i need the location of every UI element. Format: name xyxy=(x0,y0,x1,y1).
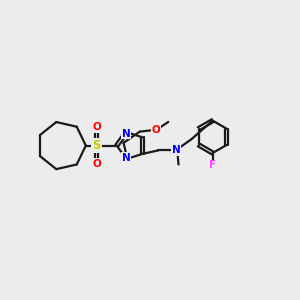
Text: O: O xyxy=(92,159,101,169)
Text: N: N xyxy=(122,129,130,139)
Text: O: O xyxy=(152,125,160,135)
Text: O: O xyxy=(92,122,101,132)
Text: N: N xyxy=(172,146,181,155)
Text: N: N xyxy=(122,153,130,163)
Text: F: F xyxy=(209,160,216,170)
Text: S: S xyxy=(92,139,101,152)
